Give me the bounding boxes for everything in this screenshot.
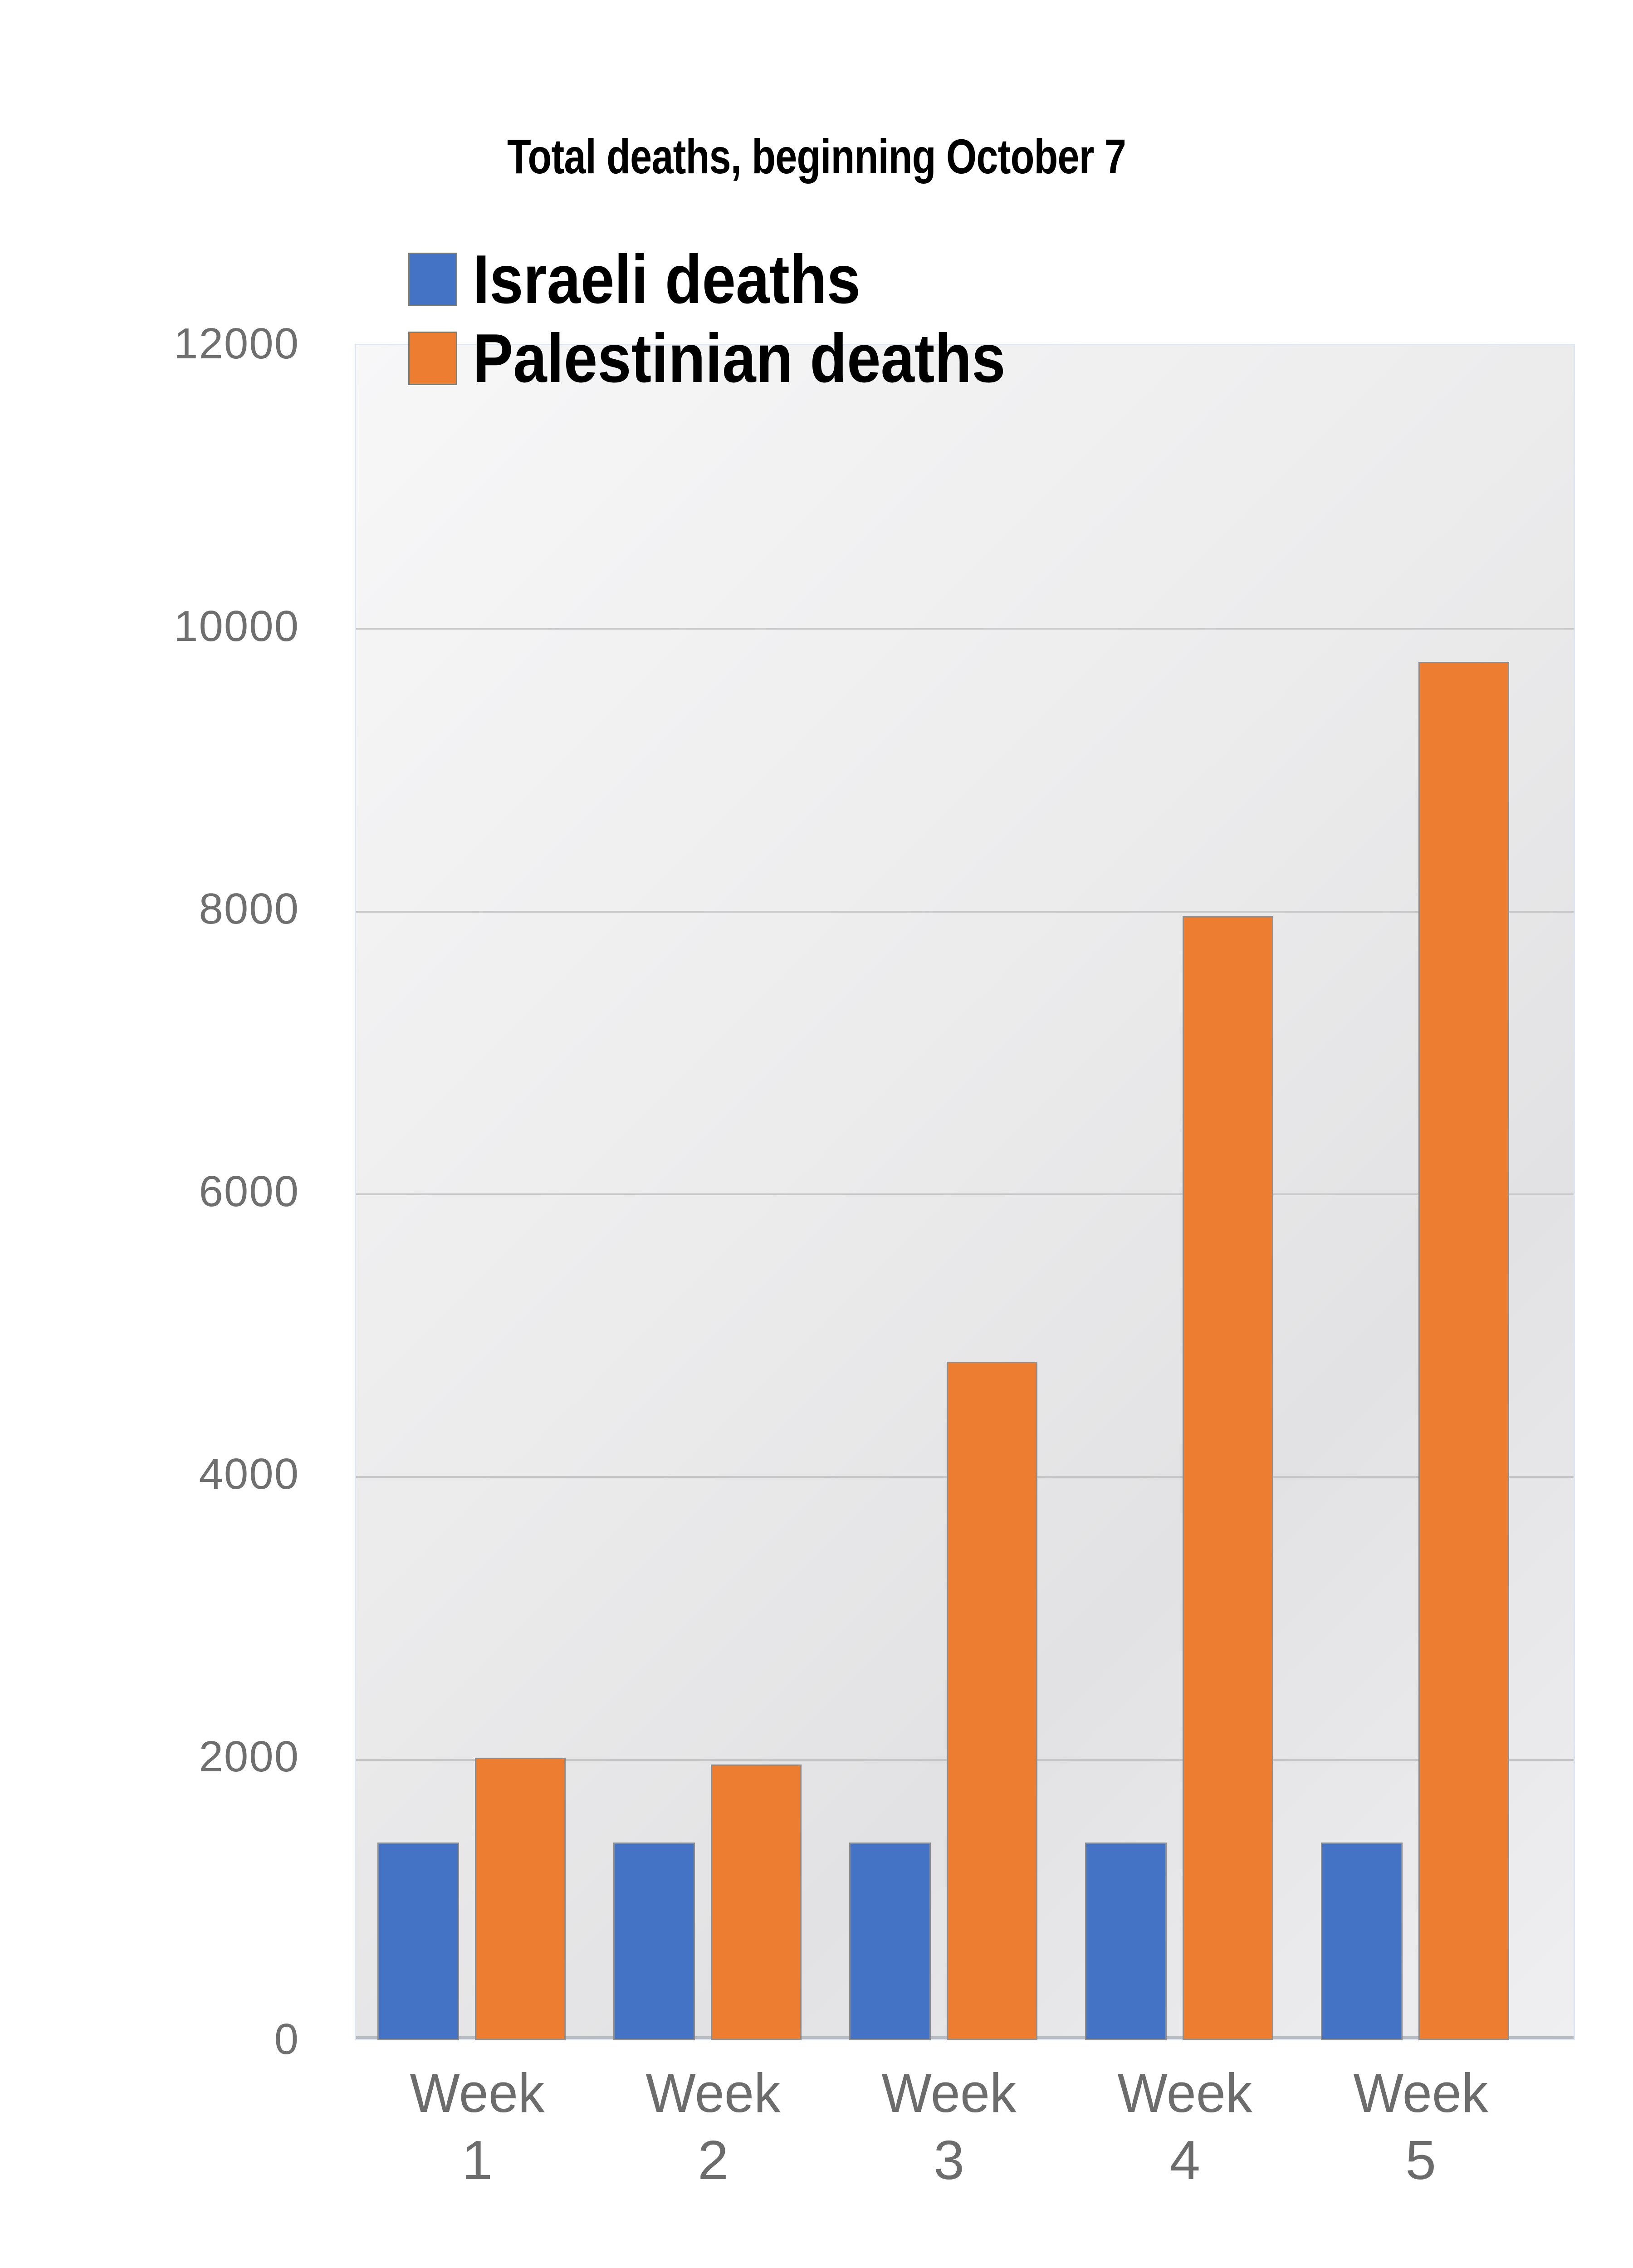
x-tick-week-3-word: Week <box>881 2062 1017 2124</box>
x-tick-week-3: Week 3 <box>826 2059 1071 2194</box>
bar-palestinian-week-3[interactable] <box>947 1362 1037 2040</box>
bar-palestinian-week-2[interactable] <box>711 1765 802 2040</box>
bar-group-week-1 <box>373 344 600 2040</box>
y-tick-6000: 6000 <box>199 1167 299 1216</box>
gridline-10000 <box>356 628 1574 630</box>
bar-group-week-3 <box>845 344 1071 2040</box>
y-tick-8000: 8000 <box>199 885 299 933</box>
bar-palestinian-week-5[interactable] <box>1418 662 1509 2040</box>
x-tick-week-1: Week 1 <box>355 2059 600 2194</box>
y-tick-4000: 4000 <box>199 1450 299 1498</box>
bar-palestinian-week-4[interactable] <box>1183 916 1273 2040</box>
gridline-8000 <box>356 910 1574 913</box>
chart-title: Total deaths, beginning October 7 <box>507 129 1126 184</box>
x-tick-week-3-number: 3 <box>934 2129 964 2191</box>
bar-israeli-week-1[interactable] <box>377 1842 459 2040</box>
x-tick-week-5: Week 5 <box>1298 2059 1543 2194</box>
y-tick-12000: 12000 <box>174 319 299 368</box>
x-tick-week-1-number: 1 <box>462 2129 493 2191</box>
x-tick-week-5-number: 5 <box>1405 2129 1436 2191</box>
bars-layer <box>355 344 1575 2040</box>
y-tick-10000: 10000 <box>174 602 299 650</box>
chart-legend: Israeli deaths Palestinian deaths <box>408 245 1078 403</box>
legend-swatch-israeli-icon <box>408 253 457 306</box>
y-axis-tick-labels: 12000 10000 8000 6000 4000 2000 0 <box>0 0 318 2268</box>
x-tick-week-4-number: 4 <box>1169 2129 1200 2191</box>
legend-swatch-palestinian-icon <box>408 332 457 385</box>
bar-group-week-2 <box>609 344 836 2040</box>
legend-item-israeli-deaths[interactable]: Israeli deaths <box>408 245 1078 314</box>
bar-group-week-5 <box>1316 344 1543 2040</box>
x-tick-week-2: Week 2 <box>591 2059 836 2194</box>
legend-label-israeli-deaths: Israeli deaths <box>473 241 861 318</box>
bar-palestinian-week-1[interactable] <box>475 1757 566 2040</box>
x-tick-week-5-word: Week <box>1353 2062 1488 2124</box>
gridline-6000 <box>356 1193 1574 1195</box>
y-tick-0: 0 <box>274 2015 299 2063</box>
x-tick-week-2-word: Week <box>645 2062 781 2124</box>
x-tick-week-4-word: Week <box>1117 2062 1252 2124</box>
bar-israeli-week-4[interactable] <box>1085 1842 1167 2040</box>
y-tick-2000: 2000 <box>199 1732 299 1781</box>
x-axis-tick-labels: Week 1 Week 2 Week 3 Week 4 Week 5 <box>355 2059 1575 2268</box>
legend-item-palestinian-deaths[interactable]: Palestinian deaths <box>408 324 1078 393</box>
x-tick-week-1-word: Week <box>410 2062 545 2124</box>
x-tick-week-4: Week 4 <box>1062 2059 1307 2194</box>
legend-label-palestinian-deaths: Palestinian deaths <box>473 320 1006 397</box>
bar-israeli-week-3[interactable] <box>849 1842 931 2040</box>
bar-israeli-week-2[interactable] <box>613 1842 695 2040</box>
bar-israeli-week-5[interactable] <box>1321 1842 1403 2040</box>
x-tick-week-2-number: 2 <box>698 2129 728 2191</box>
bar-group-week-4 <box>1081 344 1307 2040</box>
